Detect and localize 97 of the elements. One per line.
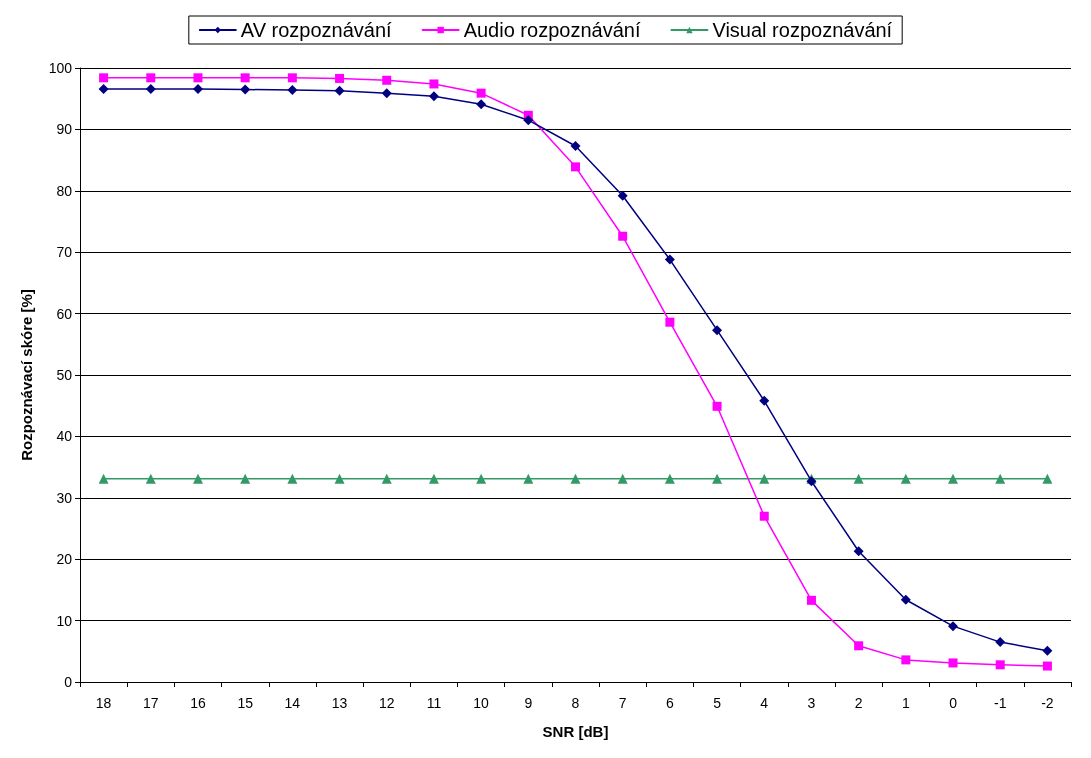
y-tick-label: 90: [56, 121, 73, 138]
x-tick-label: 18: [95, 695, 112, 711]
point: [948, 473, 959, 484]
point: [240, 84, 251, 95]
y-tick-label: 80: [56, 182, 73, 199]
point: [759, 395, 770, 406]
point: [382, 75, 392, 85]
x-tick-label: 11: [426, 695, 442, 711]
legend-label: Audio rozpoznávání: [463, 19, 641, 41]
point: [334, 473, 345, 484]
y-tick-label: 70: [56, 244, 73, 261]
point: [523, 115, 534, 126]
point: [665, 317, 675, 327]
point: [854, 641, 864, 651]
x-tick-label: 16: [190, 695, 206, 711]
point: [618, 231, 628, 241]
point: [712, 401, 722, 411]
x-tick-label: 4: [760, 695, 769, 711]
x-tick-label: 10: [473, 695, 490, 711]
point: [192, 83, 203, 94]
point: [853, 473, 864, 484]
point: [287, 73, 297, 83]
x-tick-label: 14: [284, 695, 301, 711]
point: [428, 473, 439, 484]
point: [1042, 661, 1052, 671]
point: [476, 88, 486, 98]
point: [995, 637, 1006, 648]
point: [428, 91, 439, 102]
point: [523, 473, 534, 484]
point: [617, 190, 628, 201]
x-tick-label: 6: [665, 695, 674, 711]
x-tick-label: 15: [237, 695, 254, 711]
point: [193, 73, 203, 83]
point: [287, 85, 298, 96]
x-tick-label: 8: [571, 695, 580, 711]
point: [995, 473, 1006, 484]
point: [712, 473, 723, 484]
point: [99, 73, 109, 83]
point: [570, 473, 581, 484]
point: [240, 73, 250, 83]
x-tick-label: 2: [854, 695, 863, 711]
point: [664, 473, 675, 484]
point: [759, 511, 769, 521]
point: [712, 325, 723, 336]
point: [806, 595, 816, 605]
y-tick-label: 60: [56, 305, 73, 322]
point: [98, 473, 109, 484]
point: [146, 73, 156, 83]
point: [900, 473, 911, 484]
x-tick-label: 7: [618, 695, 627, 711]
point: [335, 73, 345, 83]
point: [617, 473, 628, 484]
x-tick-label: 5: [713, 695, 722, 711]
point: [900, 594, 911, 605]
point: [192, 473, 203, 484]
x-tick-label: -1: [993, 695, 1007, 711]
legend-label: AV rozpoznávání: [240, 19, 393, 41]
point: [145, 473, 156, 484]
y-tick-label: 50: [56, 367, 73, 383]
y-tick-label: 10: [56, 612, 73, 629]
x-tick-label: 9: [524, 695, 533, 711]
x-tick-label: -2: [1041, 695, 1054, 711]
legend-label: Visual rozpoznávání: [712, 19, 893, 41]
x-tick-label: 13: [331, 695, 348, 711]
point: [476, 473, 487, 484]
point: [476, 99, 487, 110]
point: [853, 546, 864, 557]
point: [381, 88, 392, 99]
point: [948, 658, 958, 668]
point: [98, 83, 109, 94]
point: [759, 473, 770, 484]
point: [429, 79, 439, 89]
point: [995, 660, 1005, 670]
point: [901, 655, 911, 665]
y-tick-label: 0: [64, 674, 73, 690]
point: [570, 140, 581, 151]
x-tick-label: 12: [378, 695, 395, 711]
point: [240, 473, 251, 484]
point: [1042, 645, 1053, 656]
y-axis-title: Rozpoznávací skóre [%]: [18, 289, 35, 461]
x-tick-label: 0: [949, 695, 958, 711]
point: [664, 254, 675, 265]
y-tick-label: 40: [56, 428, 73, 445]
y-tick-label: 100: [48, 60, 73, 76]
point: [334, 85, 345, 96]
y-tick-label: 20: [56, 551, 73, 568]
y-tick-label: 30: [56, 489, 73, 506]
point: [145, 83, 156, 94]
point: [1042, 473, 1053, 484]
point: [287, 473, 298, 484]
x-tick-label: 3: [807, 695, 816, 711]
x-axis-title: SNR [dB]: [542, 723, 609, 740]
x-tick-label: 1: [901, 695, 910, 711]
x-tick-label: 17: [143, 695, 159, 711]
point: [948, 621, 959, 632]
point: [571, 162, 580, 172]
point: [381, 473, 392, 484]
